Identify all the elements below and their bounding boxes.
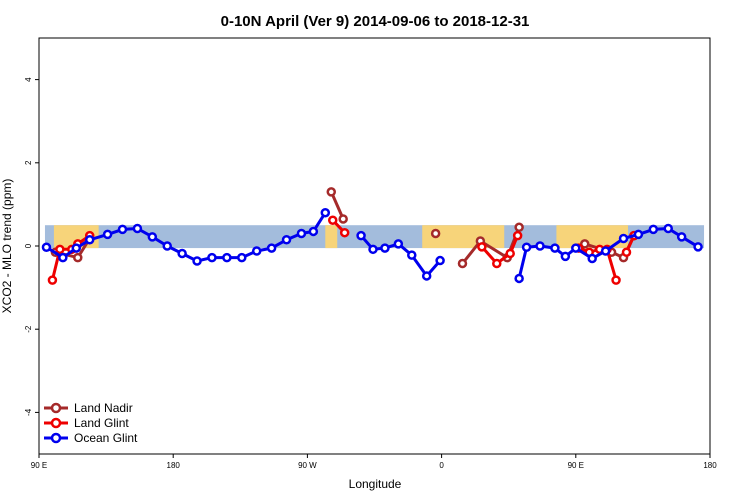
data-point (368, 244, 378, 255)
data-point (380, 243, 390, 253)
x-tick-label: 180 (703, 461, 717, 470)
data-point (338, 214, 348, 224)
data-point (550, 243, 560, 253)
land-band (325, 225, 338, 249)
data-point (308, 226, 319, 237)
y-axis-label: XCO2 - MLO trend (ppm) (0, 179, 14, 314)
legend-label: Land Nadir (74, 401, 133, 415)
x-tick-label: 180 (167, 461, 181, 470)
data-point (618, 233, 629, 244)
x-axis: 90 E 180 90 W 0 90 E 180 (31, 454, 717, 470)
data-point (41, 242, 52, 252)
x-axis-label: Longitude (349, 477, 402, 491)
data-point (560, 251, 571, 262)
data-point (492, 258, 502, 269)
y-tick-label: 2 (24, 160, 33, 165)
data-point (281, 235, 292, 245)
series-ocean-glint (41, 207, 703, 284)
data-point (339, 227, 350, 238)
x-tick-label: 90 E (31, 461, 47, 470)
data-point (147, 232, 158, 242)
data-point (58, 252, 68, 263)
land-band (556, 225, 628, 249)
data-point (296, 228, 307, 239)
data-point (621, 247, 632, 257)
background-band (44, 225, 705, 249)
x-tick-label: 90 E (568, 461, 584, 470)
data-point (512, 230, 523, 241)
data-point (326, 187, 337, 197)
data-point (633, 229, 644, 240)
data-point (505, 248, 515, 259)
x-tick-label: 90 W (298, 461, 317, 470)
data-point (600, 246, 611, 256)
chart-title: 0-10N April (Ver 9) 2014-09-06 to 2018-1… (221, 13, 530, 30)
data-point (611, 275, 621, 285)
data-point (132, 223, 143, 234)
data-point (327, 215, 338, 225)
data-point (587, 253, 597, 264)
data-point (237, 252, 247, 263)
legend-marker (50, 402, 62, 414)
data-point (421, 271, 432, 281)
data-point (251, 246, 262, 256)
data-point (514, 273, 524, 284)
y-tick-label: -2 (24, 325, 33, 333)
data-point (162, 241, 172, 251)
data-point (407, 250, 417, 260)
y-tick-label: -4 (24, 408, 33, 416)
data-point (648, 224, 659, 235)
legend-label: Land Glint (74, 416, 129, 430)
data-point (117, 224, 128, 235)
data-point (514, 222, 524, 233)
data-point (521, 242, 532, 252)
data-point (177, 248, 187, 259)
legend-marker (50, 417, 62, 429)
y-tick-label: 0 (24, 243, 33, 248)
data-point (663, 223, 673, 234)
data-point (55, 244, 65, 255)
data-point (73, 252, 83, 263)
data-point (356, 230, 366, 241)
data-point (207, 252, 217, 263)
data-point (693, 242, 703, 252)
data-point (102, 229, 113, 240)
data-point (435, 255, 445, 266)
data-point (676, 232, 687, 242)
data-point (430, 228, 441, 239)
data-point (192, 256, 202, 266)
data-point (84, 235, 95, 245)
data-point (320, 207, 331, 218)
data-point (535, 241, 545, 251)
y-axis: -4 -2 0 2 4 (24, 77, 39, 416)
data-point (266, 243, 277, 253)
data-point (222, 252, 232, 263)
data-point (477, 242, 487, 252)
x-tick-label: 0 (439, 461, 444, 470)
series-layer (41, 187, 703, 285)
data-point (393, 239, 404, 249)
data-point (71, 243, 82, 253)
legend-marker (50, 432, 62, 444)
data-point (47, 275, 58, 285)
data-point (579, 239, 590, 249)
data-point (457, 258, 468, 269)
series-line (329, 191, 345, 220)
y-tick-label: 4 (24, 77, 33, 82)
data-point (571, 243, 581, 253)
series-line (480, 235, 519, 265)
legend-label: Ocean Glint (74, 431, 138, 445)
